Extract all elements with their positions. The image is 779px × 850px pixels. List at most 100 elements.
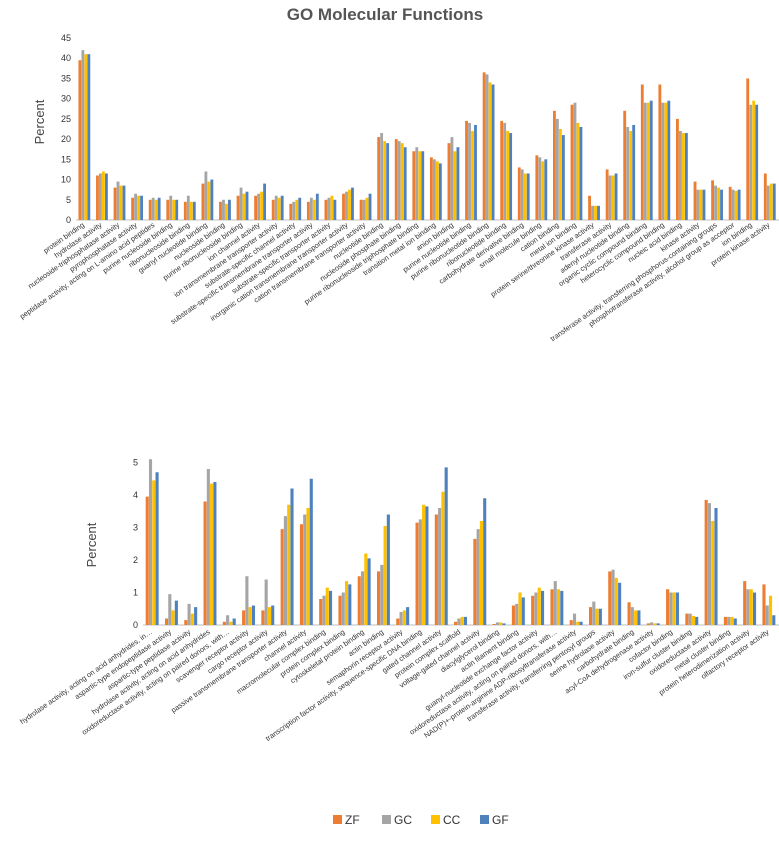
top-bar-zf: [482, 72, 486, 220]
top-bar-cc: [137, 195, 140, 220]
top-bar-cc: [154, 199, 158, 220]
top-bar-zf: [306, 201, 310, 220]
bottom-bar-gf: [695, 616, 699, 626]
bottom-bar-cc: [556, 589, 561, 625]
top-bar-gc: [520, 169, 524, 220]
bottom-bar-zf: [164, 618, 169, 625]
top-bar-gc: [573, 102, 577, 220]
bottom-bar-cc: [672, 592, 676, 625]
top-bar-cc: [681, 133, 685, 220]
top-y-tick-label: 0: [66, 215, 71, 225]
bottom-bar-zf: [588, 607, 593, 626]
bottom-bar-gf: [540, 590, 545, 626]
top-bar-cc: [312, 199, 316, 220]
bottom-bar-gc: [515, 603, 519, 626]
top-bar-zf: [271, 199, 275, 220]
top-bar-gc: [397, 141, 401, 220]
top-bar-gc: [134, 193, 138, 220]
top-y-tick-label: 30: [61, 94, 71, 104]
top-bar-zf: [412, 151, 416, 220]
bottom-bar-gf: [579, 621, 583, 625]
bottom-bar-cc: [210, 483, 214, 626]
top-bar-cc: [260, 191, 264, 220]
top-bar-gc: [749, 104, 753, 220]
top-y-tick-label: 20: [61, 134, 71, 144]
top-bar-zf: [535, 155, 539, 220]
bottom-bar-gf: [425, 506, 429, 626]
top-bar-gc: [169, 195, 173, 220]
bottom-bar-gf: [406, 607, 410, 626]
bottom-bar-gf: [675, 592, 679, 625]
top-bar-zf: [377, 137, 381, 220]
top-bar-gc: [555, 118, 559, 220]
bottom-bar-cc: [460, 616, 464, 626]
bottom-bar-zf: [280, 529, 284, 626]
top-bar-gc: [731, 189, 735, 220]
top-bar-gf: [579, 126, 583, 220]
top-bar-cc: [348, 189, 351, 220]
bottom-bar-zf: [203, 501, 207, 625]
top-bar-cc: [225, 203, 228, 220]
bottom-bar-gf: [367, 558, 371, 626]
top-y-tick-label: 40: [61, 53, 71, 63]
bottom-bar-gc: [669, 592, 673, 625]
bottom-bar-gc: [380, 564, 384, 626]
bottom-y-tick-label: 0: [133, 620, 138, 630]
top-bar-gf: [702, 189, 706, 220]
top-bar-gf: [210, 179, 214, 220]
bottom-bar-zf: [434, 514, 438, 625]
top-bar-gf: [333, 199, 337, 220]
top-bar-gf: [421, 151, 425, 220]
bottom-bar-zf: [627, 602, 631, 625]
top-bar-gf: [737, 189, 741, 220]
bottom-bar-gc: [322, 595, 326, 625]
bottom-bar-cc: [267, 607, 271, 626]
chart-title: GO Molecular Functions: [287, 5, 483, 24]
bottom-bar-zf: [550, 589, 554, 625]
bottom-bar-gf: [386, 514, 390, 625]
bottom-bar-gf: [598, 608, 602, 625]
top-bar-gf: [755, 104, 759, 220]
bottom-bar-gc: [572, 613, 577, 626]
top-y-tick-label: 5: [66, 195, 71, 205]
bottom-bar-cc: [152, 480, 156, 626]
top-bar-cc: [594, 205, 597, 220]
top-bar-zf: [605, 169, 609, 220]
bottom-bar-gf: [174, 600, 178, 626]
top-bar-zf: [359, 199, 363, 220]
top-bar-gf: [122, 185, 126, 220]
bottom-bar-gc: [206, 469, 210, 625]
top-bar-gc: [591, 205, 594, 220]
bottom-bar-zf: [531, 595, 535, 625]
top-bar-gc: [327, 197, 331, 220]
top-bar-gf: [561, 135, 565, 220]
top-bar-zf: [588, 195, 591, 220]
top-bar-gc: [186, 195, 190, 220]
bottom-bar-gf: [752, 592, 757, 625]
legend-swatch-gc: [382, 815, 391, 824]
bottom-bar-cc: [344, 581, 349, 626]
bottom-bar-cc: [306, 508, 310, 625]
bottom-bar-zf: [608, 571, 612, 626]
bottom-bar-cc: [518, 592, 522, 625]
bottom-bar-cc: [364, 553, 368, 625]
top-bar-cc: [330, 195, 334, 220]
top-bar-gf: [175, 199, 179, 220]
bottom-bar-gf: [232, 618, 236, 625]
bottom-bar-zf: [184, 620, 188, 626]
top-bar-zf: [570, 104, 574, 220]
top-bar-zf: [623, 110, 627, 220]
bottom-bar-zf: [338, 595, 342, 625]
bottom-bar-zf: [242, 610, 246, 626]
bottom-bar-cc: [287, 504, 291, 625]
top-bar-cc: [102, 171, 105, 220]
bottom-bar-gf: [521, 597, 525, 626]
top-bar-cc: [734, 190, 738, 220]
top-bar-gc: [116, 181, 120, 220]
top-bar-zf: [166, 199, 170, 220]
bottom-bar-cc: [229, 621, 233, 625]
top-bar-cc: [664, 102, 668, 220]
top-bar-gc: [309, 197, 313, 220]
bottom-bar-gc: [187, 603, 191, 626]
